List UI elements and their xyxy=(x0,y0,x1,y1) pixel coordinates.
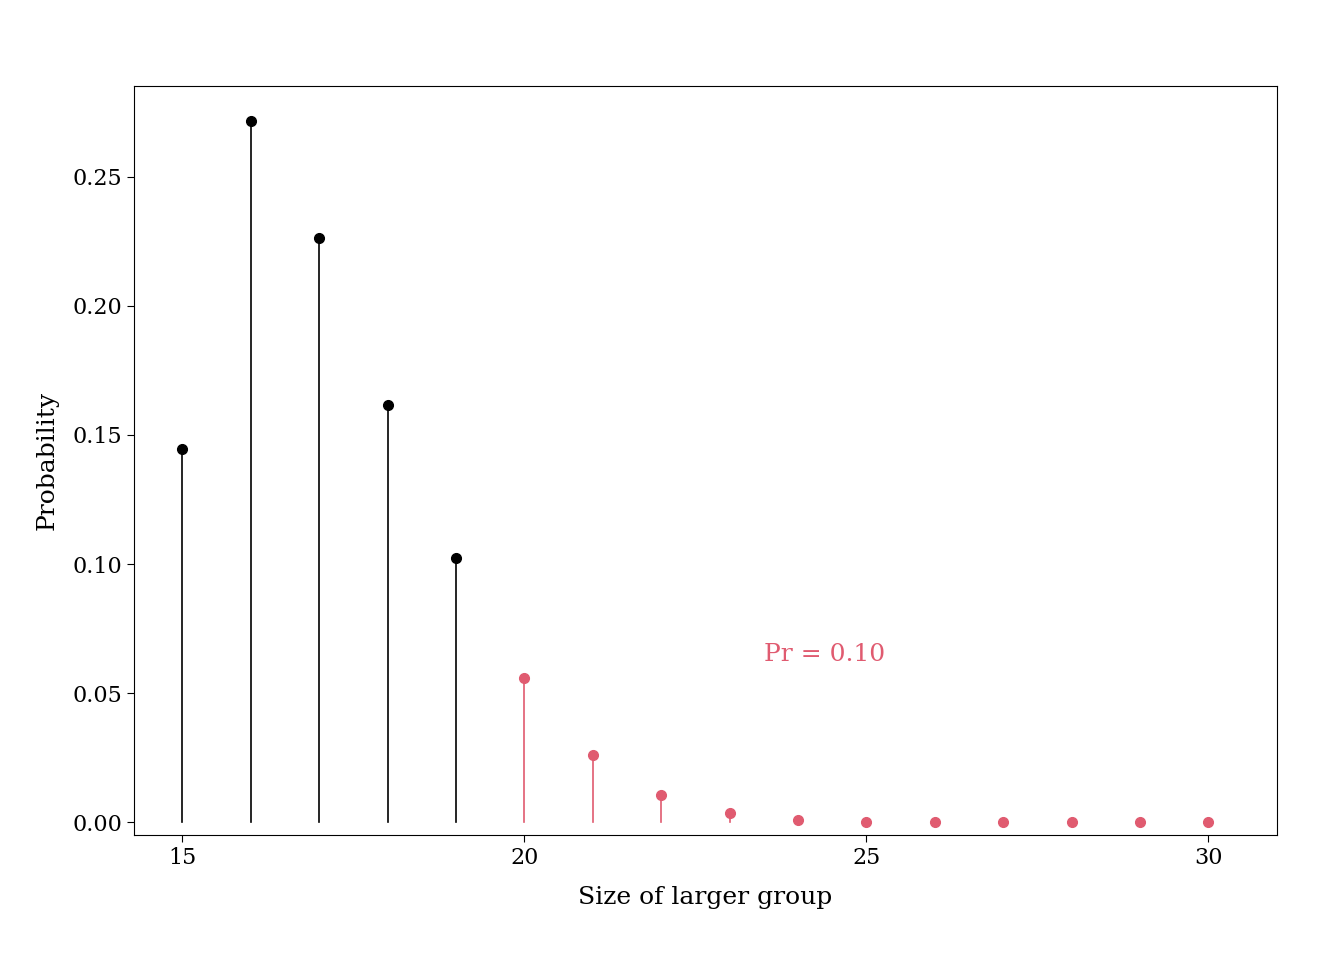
Y-axis label: Probability: Probability xyxy=(36,392,59,530)
Text: Pr = 0.10: Pr = 0.10 xyxy=(763,643,884,666)
X-axis label: Size of larger group: Size of larger group xyxy=(578,886,833,909)
